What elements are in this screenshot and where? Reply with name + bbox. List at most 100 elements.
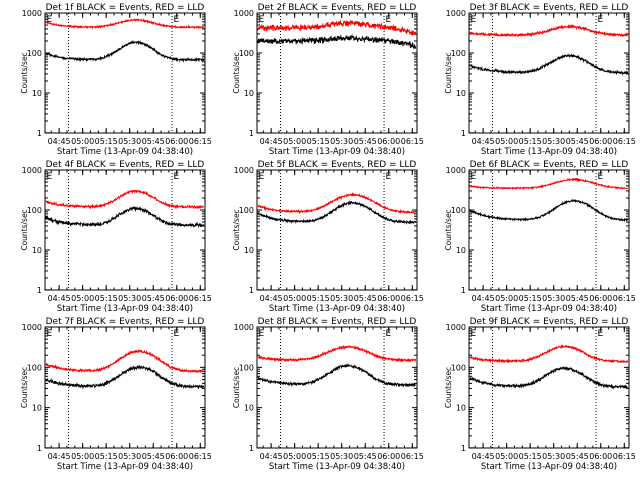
chart-panel-7: Det 7f BLACK = Events, RED = LLD 1 10 100 10… [20, 317, 212, 472]
lld-series-line [45, 17, 205, 30]
marker-label: E [598, 329, 604, 339]
x-tick-label: 05:45 [566, 137, 589, 146]
y-tick-label: 10 [32, 404, 42, 413]
y-axis-label: Counts/sec [444, 52, 453, 93]
y-axis-label: Counts/sec [444, 209, 453, 250]
marker-label: E [598, 172, 604, 182]
y-tick-label: 100 [239, 206, 254, 215]
events-series-line [469, 365, 628, 390]
events-series-line [45, 364, 205, 390]
x-tick-label: 06:00 [165, 294, 188, 303]
lld-series-line [469, 24, 628, 38]
x-axis-label: Start Time (13-Apr-09 04:38:40) [269, 147, 405, 157]
x-tick-label: 05:30 [330, 137, 353, 146]
plot-frame [256, 12, 418, 134]
chart-title: Det 3f BLACK = Events, RED = LLD [470, 3, 629, 13]
x-tick-label: 04:45 [260, 137, 283, 146]
x-tick-label: 05:45 [566, 452, 589, 461]
marker-label: E [386, 172, 392, 182]
x-tick-label: 05:15 [95, 137, 118, 146]
chart-title: Det 7f BLACK = Events, RED = LLD [46, 317, 205, 327]
chart-title: Det 9f BLACK = Events, RED = LLD [470, 317, 629, 327]
y-axis-label: Counts/sec [232, 209, 241, 250]
y-tick-label: 1000 [446, 323, 466, 332]
marker-label: E [258, 172, 264, 182]
x-tick-label: 05:00 [283, 137, 306, 146]
y-tick-label: 10 [32, 246, 42, 255]
y-axis-label: Counts/sec [20, 52, 29, 93]
x-tick-label: 04:45 [260, 294, 283, 303]
chart-panel-3: Det 3f BLACK = Events, RED = LLD 1 10 100 10… [444, 3, 636, 157]
y-tick-label: 10 [244, 89, 254, 98]
y-axis-label: Counts/sec [232, 367, 241, 408]
plot-frame [44, 12, 206, 134]
x-tick-label: 05:45 [142, 294, 165, 303]
x-tick-label: 05:15 [95, 294, 118, 303]
chart-panel-5: Det 5f BLACK = Events, RED = LLD 1 10 100 10… [232, 160, 424, 314]
marker-label: E [386, 329, 392, 339]
x-tick-label: 05:45 [142, 137, 165, 146]
y-tick-label: 1000 [22, 166, 42, 175]
y-tick-label: 1 [37, 444, 42, 453]
plot-frame [44, 326, 206, 449]
x-tick-label: 05:00 [71, 452, 94, 461]
y-tick-label: 100 [451, 206, 466, 215]
x-tick-label: 05:45 [354, 452, 377, 461]
chart-title: Det 2f BLACK = Events, RED = LLD [258, 3, 417, 13]
x-tick-label: 05:15 [519, 452, 542, 461]
x-axis-label: Start Time (13-Apr-09 04:38:40) [481, 462, 617, 472]
y-tick-label: 10 [244, 404, 254, 413]
chart-title: Det 6f BLACK = Events, RED = LLD [470, 160, 629, 170]
y-tick-label: 1000 [446, 166, 466, 175]
marker-label: E [258, 15, 264, 25]
y-tick-label: 1 [461, 129, 466, 138]
y-tick-label: 10 [456, 246, 466, 255]
x-tick-label: 06:15 [189, 137, 212, 146]
y-tick-label: 1000 [22, 323, 42, 332]
x-tick-label: 05:45 [566, 294, 589, 303]
y-tick-label: 10 [244, 246, 254, 255]
events-series-line [45, 39, 205, 63]
x-tick-label: 06:15 [613, 452, 636, 461]
y-tick-label: 100 [451, 363, 466, 372]
marker-label: E [470, 15, 476, 25]
x-tick-label: 06:15 [189, 294, 212, 303]
x-tick-label: 04:45 [48, 137, 71, 146]
x-tick-label: 04:45 [260, 452, 283, 461]
x-tick-label: 06:15 [401, 137, 424, 146]
x-tick-label: 06:15 [613, 294, 636, 303]
x-tick-label: 05:15 [307, 294, 330, 303]
chart-title: Det 5f BLACK = Events, RED = LLD [258, 160, 417, 170]
plot-frame [468, 326, 630, 449]
lld-series-line [257, 19, 417, 36]
x-tick-label: 05:15 [307, 137, 330, 146]
x-tick-label: 05:00 [71, 294, 94, 303]
y-axis-label: Counts/sec [20, 367, 29, 408]
x-tick-label: 04:45 [472, 452, 495, 461]
x-tick-label: 06:00 [589, 137, 612, 146]
x-tick-label: 05:30 [118, 452, 141, 461]
x-tick-label: 04:45 [472, 137, 495, 146]
x-tick-label: 05:45 [354, 137, 377, 146]
chart-panel-6: Det 6f BLACK = Events, RED = LLD 1 10 100 10… [444, 160, 636, 314]
marker-label: E [470, 329, 476, 339]
x-tick-label: 05:45 [142, 452, 165, 461]
x-tick-label: 05:30 [542, 137, 565, 146]
lld-series-line [257, 192, 417, 214]
chart-panel-8: Det 8f BLACK = Events, RED = LLD 1 10 100 10… [232, 317, 424, 472]
x-tick-label: 05:15 [95, 452, 118, 461]
y-tick-label: 1 [37, 129, 42, 138]
chart-title: Det 8f BLACK = Events, RED = LLD [258, 317, 417, 327]
chart-panel-2: Det 2f BLACK = Events, RED = LLD 1 10 100 10… [232, 3, 424, 157]
x-axis-label: Start Time (13-Apr-09 04:38:40) [481, 304, 617, 314]
x-tick-label: 05:30 [542, 294, 565, 303]
x-tick-label: 05:00 [283, 452, 306, 461]
x-axis-label: Start Time (13-Apr-09 04:38:40) [57, 304, 193, 314]
marker-label: E [598, 15, 604, 25]
y-tick-label: 100 [27, 363, 42, 372]
y-tick-label: 1 [249, 286, 254, 295]
y-axis-label: Counts/sec [444, 367, 453, 408]
chart-panel-9: Det 9f BLACK = Events, RED = LLD 1 10 100 10… [444, 317, 636, 472]
marker-label: E [46, 172, 52, 182]
events-series-line [45, 205, 205, 228]
